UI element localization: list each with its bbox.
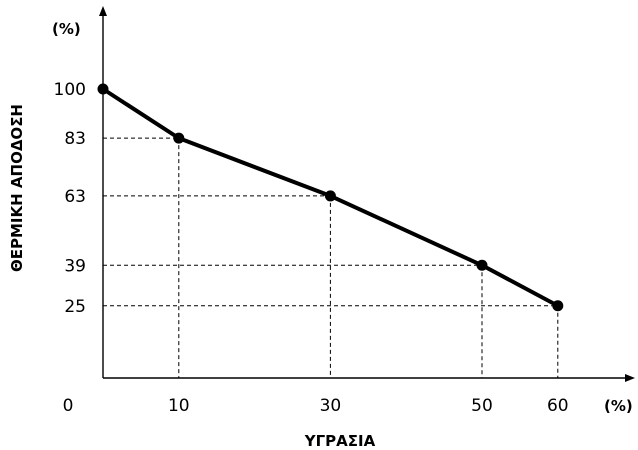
data-point: [324, 190, 336, 202]
y-tick-label: 83: [64, 129, 86, 149]
y-axis-arrow: [99, 6, 107, 16]
y-axis-title: ΘΕΡΜΙΚΗ ΑΠΟΔΟΣΗ: [8, 104, 26, 272]
y-tick-label: 100: [54, 80, 86, 100]
data-point: [552, 300, 564, 312]
y-tick-label: 25: [64, 297, 86, 317]
data-point: [173, 132, 185, 144]
data-points: [97, 83, 564, 312]
x-tick-labels: 0 10 30 50 60: [63, 396, 569, 416]
x-axis-title: ΥΓΡΑΣΙΑ: [304, 432, 376, 450]
x-tick-label: 10: [168, 396, 190, 416]
data-point: [476, 259, 488, 271]
y-tick-labels: 100 83 63 39 25: [54, 80, 86, 317]
x-tick-label: 60: [547, 396, 569, 416]
guide-lines: [103, 137, 559, 378]
y-unit-label: (%): [52, 20, 81, 38]
x-tick-label: 50: [471, 396, 493, 416]
y-tick-label: 39: [64, 256, 86, 276]
y-tick-label: 63: [64, 187, 86, 207]
x-tick-label: 0: [63, 396, 74, 416]
x-tick-label: 30: [320, 396, 342, 416]
x-axis-arrow: [625, 374, 635, 382]
x-unit-label: (%): [604, 397, 633, 415]
data-point: [97, 83, 109, 95]
